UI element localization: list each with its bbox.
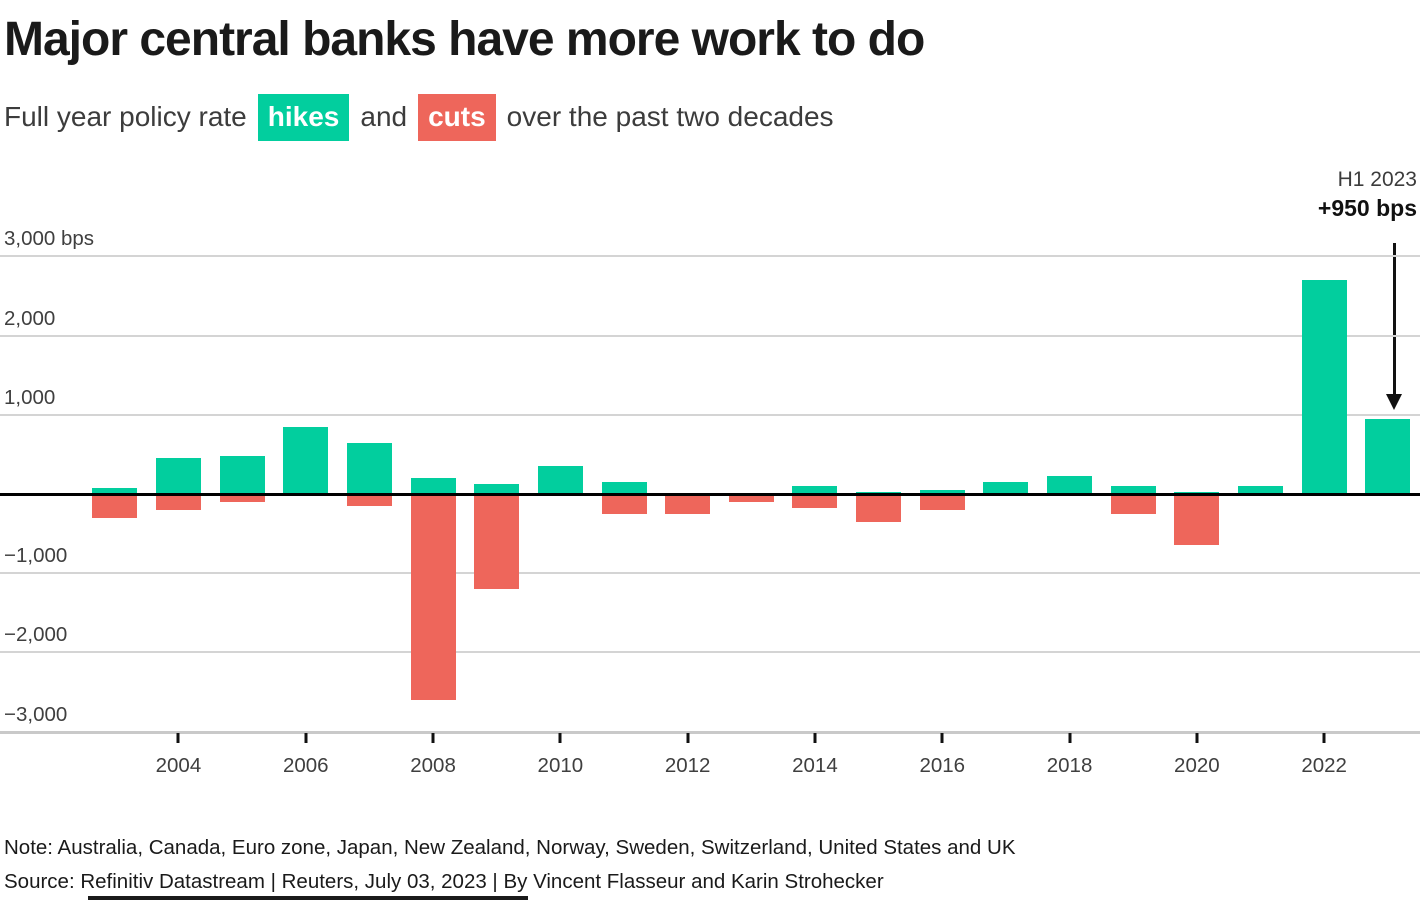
bar-cut-2009 [474, 494, 520, 589]
bar-cut-2014 [792, 494, 838, 508]
hikes-legend-badge: hikes [257, 94, 350, 141]
x-tick-2006 [304, 732, 308, 743]
bar-hike-2006 [283, 426, 329, 494]
bar-cut-2008 [410, 494, 456, 700]
bar-hike-2009 [474, 484, 520, 494]
bar-hike-2014 [792, 486, 838, 494]
bar-hike-2016 [919, 490, 965, 494]
gridline-3000 [0, 255, 1420, 258]
bar-hike-2005 [219, 456, 265, 494]
x-tick-2016 [940, 732, 944, 743]
annotation-period-label: H1 2023 [1337, 168, 1417, 191]
x-axis-label-2014: 2014 [792, 754, 838, 777]
chart-subtitle: Full year policy rate hikes and cuts ove… [4, 94, 834, 141]
x-axis-label-2010: 2010 [537, 754, 584, 777]
bar-hike-2022 [1301, 280, 1347, 494]
bar-cut-2013 [728, 494, 774, 502]
x-axis-label-2016: 2016 [919, 754, 966, 777]
bar-hike-2003 [92, 488, 138, 494]
bar-hike-2019 [1110, 486, 1156, 494]
bar-hike-2018 [1047, 476, 1093, 494]
bar-cut-2003 [92, 494, 138, 518]
bar-hike-2011 [601, 482, 647, 494]
bar-hike-2017 [983, 482, 1029, 494]
y-axis-label-1000: 1,000 [4, 385, 56, 409]
x-axis-label-2012: 2012 [664, 754, 711, 777]
bar-hike-2008 [410, 478, 456, 494]
y-axis-label--1000: −1,000 [4, 544, 68, 568]
y-axis-label--2000: −2,000 [4, 623, 68, 647]
gridline-1000 [0, 413, 1420, 416]
subtitle-suffix: over the past two decades [506, 101, 834, 133]
gridline-2000 [0, 334, 1420, 337]
bottom-edge-strip [88, 896, 528, 900]
x-tick-2022 [1322, 732, 1326, 743]
x-axis-label-2022: 2022 [1301, 754, 1347, 777]
subtitle-prefix: Full year policy rate [4, 101, 247, 133]
cuts-legend-badge: cuts [418, 94, 496, 141]
bar-cut-2011 [601, 494, 647, 514]
y-axis-label-2000: 2,000 [4, 306, 56, 330]
x-tick-2012 [686, 732, 690, 743]
bar-cut-2015 [856, 494, 902, 522]
page-title: Major central banks have more work to do [4, 13, 925, 66]
bar-hike-2023 [1365, 418, 1411, 494]
bar-cut-2012 [665, 494, 711, 514]
bar-cut-2007 [346, 494, 392, 506]
x-axis-label-2004: 2004 [155, 754, 202, 777]
x-tick-2020 [1195, 732, 1199, 743]
y-axis-label--3000: −3,000 [4, 702, 68, 726]
x-axis-label-2008: 2008 [410, 754, 456, 777]
annotation-value-label: +950 bps [1317, 195, 1417, 221]
bar-hike-2010 [537, 466, 583, 494]
source-text: Source: Refinitiv Datastream | Reuters, … [4, 870, 884, 893]
bar-hike-2021 [1238, 486, 1283, 494]
x-tick-2010 [558, 732, 562, 743]
subtitle-mid: and [360, 101, 408, 133]
bar-cut-2005 [219, 494, 265, 502]
y-axis-label-3000: 3,000 bps [4, 227, 95, 251]
down-arrow-head-icon [1386, 394, 1402, 410]
down-arrow-line [1393, 243, 1396, 396]
x-axis-label-2018: 2018 [1046, 754, 1093, 777]
bar-cut-2020 [1174, 494, 1220, 546]
gridline--1000 [0, 572, 1420, 575]
x-tick-2018 [1068, 732, 1072, 743]
zero-axis-line [0, 492, 1420, 496]
x-tick-2004 [176, 732, 180, 743]
gridline--2000 [0, 651, 1420, 654]
bar-hike-2007 [346, 442, 392, 494]
x-tick-2008 [431, 732, 435, 743]
bar-cut-2016 [919, 494, 965, 510]
x-axis-label-2020: 2020 [1174, 754, 1220, 777]
bar-cut-2004 [155, 494, 201, 510]
x-axis-label-2006: 2006 [282, 754, 329, 777]
h1-2023-annotation: H1 2023 +950 bps [1318, 168, 1417, 222]
x-tick-2014 [813, 732, 817, 743]
note-text: Note: Australia, Canada, Euro zone, Japa… [4, 836, 1016, 859]
bar-cut-2019 [1110, 494, 1156, 514]
bar-hike-2004 [155, 458, 201, 494]
x-axis-baseline [0, 730, 1420, 734]
